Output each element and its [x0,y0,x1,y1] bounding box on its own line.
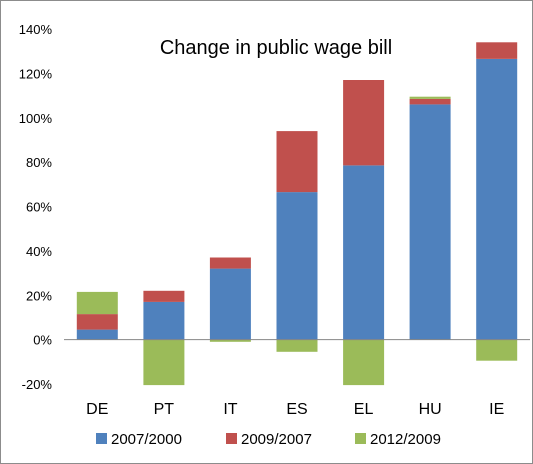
bar-segment [143,339,185,386]
bar-segment [209,268,251,340]
bar-segment [276,339,318,352]
x-tick-label: ES [286,401,307,418]
bar-segment [343,80,385,166]
y-tick-label: 60% [26,200,52,215]
x-tick-label: HU [419,401,442,418]
y-tick-label: 140% [19,22,53,37]
bar-segment [276,192,318,340]
y-tick-label: -20% [22,377,53,392]
legend-label: 2009/2007 [241,431,312,448]
bar-segment [76,291,118,315]
legend-swatch [96,433,107,444]
y-tick-label: 20% [26,288,52,303]
y-tick-label: 120% [19,66,53,81]
y-axis-ticks: -20% 0% 20% 40% 60% 80% 100% 120% 140% [19,22,53,392]
x-tick-label: EL [354,401,374,418]
y-tick-label: 80% [26,155,52,170]
bar-segment [476,42,518,59]
bar-segment [143,290,185,302]
bar-segment [476,59,518,340]
bar-segment [409,104,451,340]
bars [76,42,518,386]
bar-segment [343,165,385,340]
x-axis-tick-labels: DE PT IT ES EL HU IE [86,401,504,418]
bar-segment [76,329,118,340]
y-tick-label: 100% [19,111,53,126]
bar-segment [209,339,251,342]
bar-segment [343,339,385,386]
legend-swatch [355,433,366,444]
bar-segment [143,301,185,340]
bar-segment [76,314,118,330]
legend-label: 2007/2000 [111,431,182,448]
x-tick-label: PT [154,401,175,418]
x-tick-label: DE [86,401,108,418]
bar-segment [409,96,451,99]
chart-title: Change in public wage bill [160,37,392,59]
legend: 2007/2000 2009/2007 2012/2009 [96,431,441,448]
y-tick-label: 0% [33,333,52,348]
x-tick-label: IE [489,401,504,418]
x-tick-label: IT [223,401,237,418]
bar-segment [209,257,251,269]
bar-segment [276,131,318,193]
legend-swatch [226,433,237,444]
bar-segment [409,98,451,105]
bar-segment [476,339,518,361]
legend-label: 2012/2009 [370,431,441,448]
y-tick-label: 40% [26,244,52,259]
